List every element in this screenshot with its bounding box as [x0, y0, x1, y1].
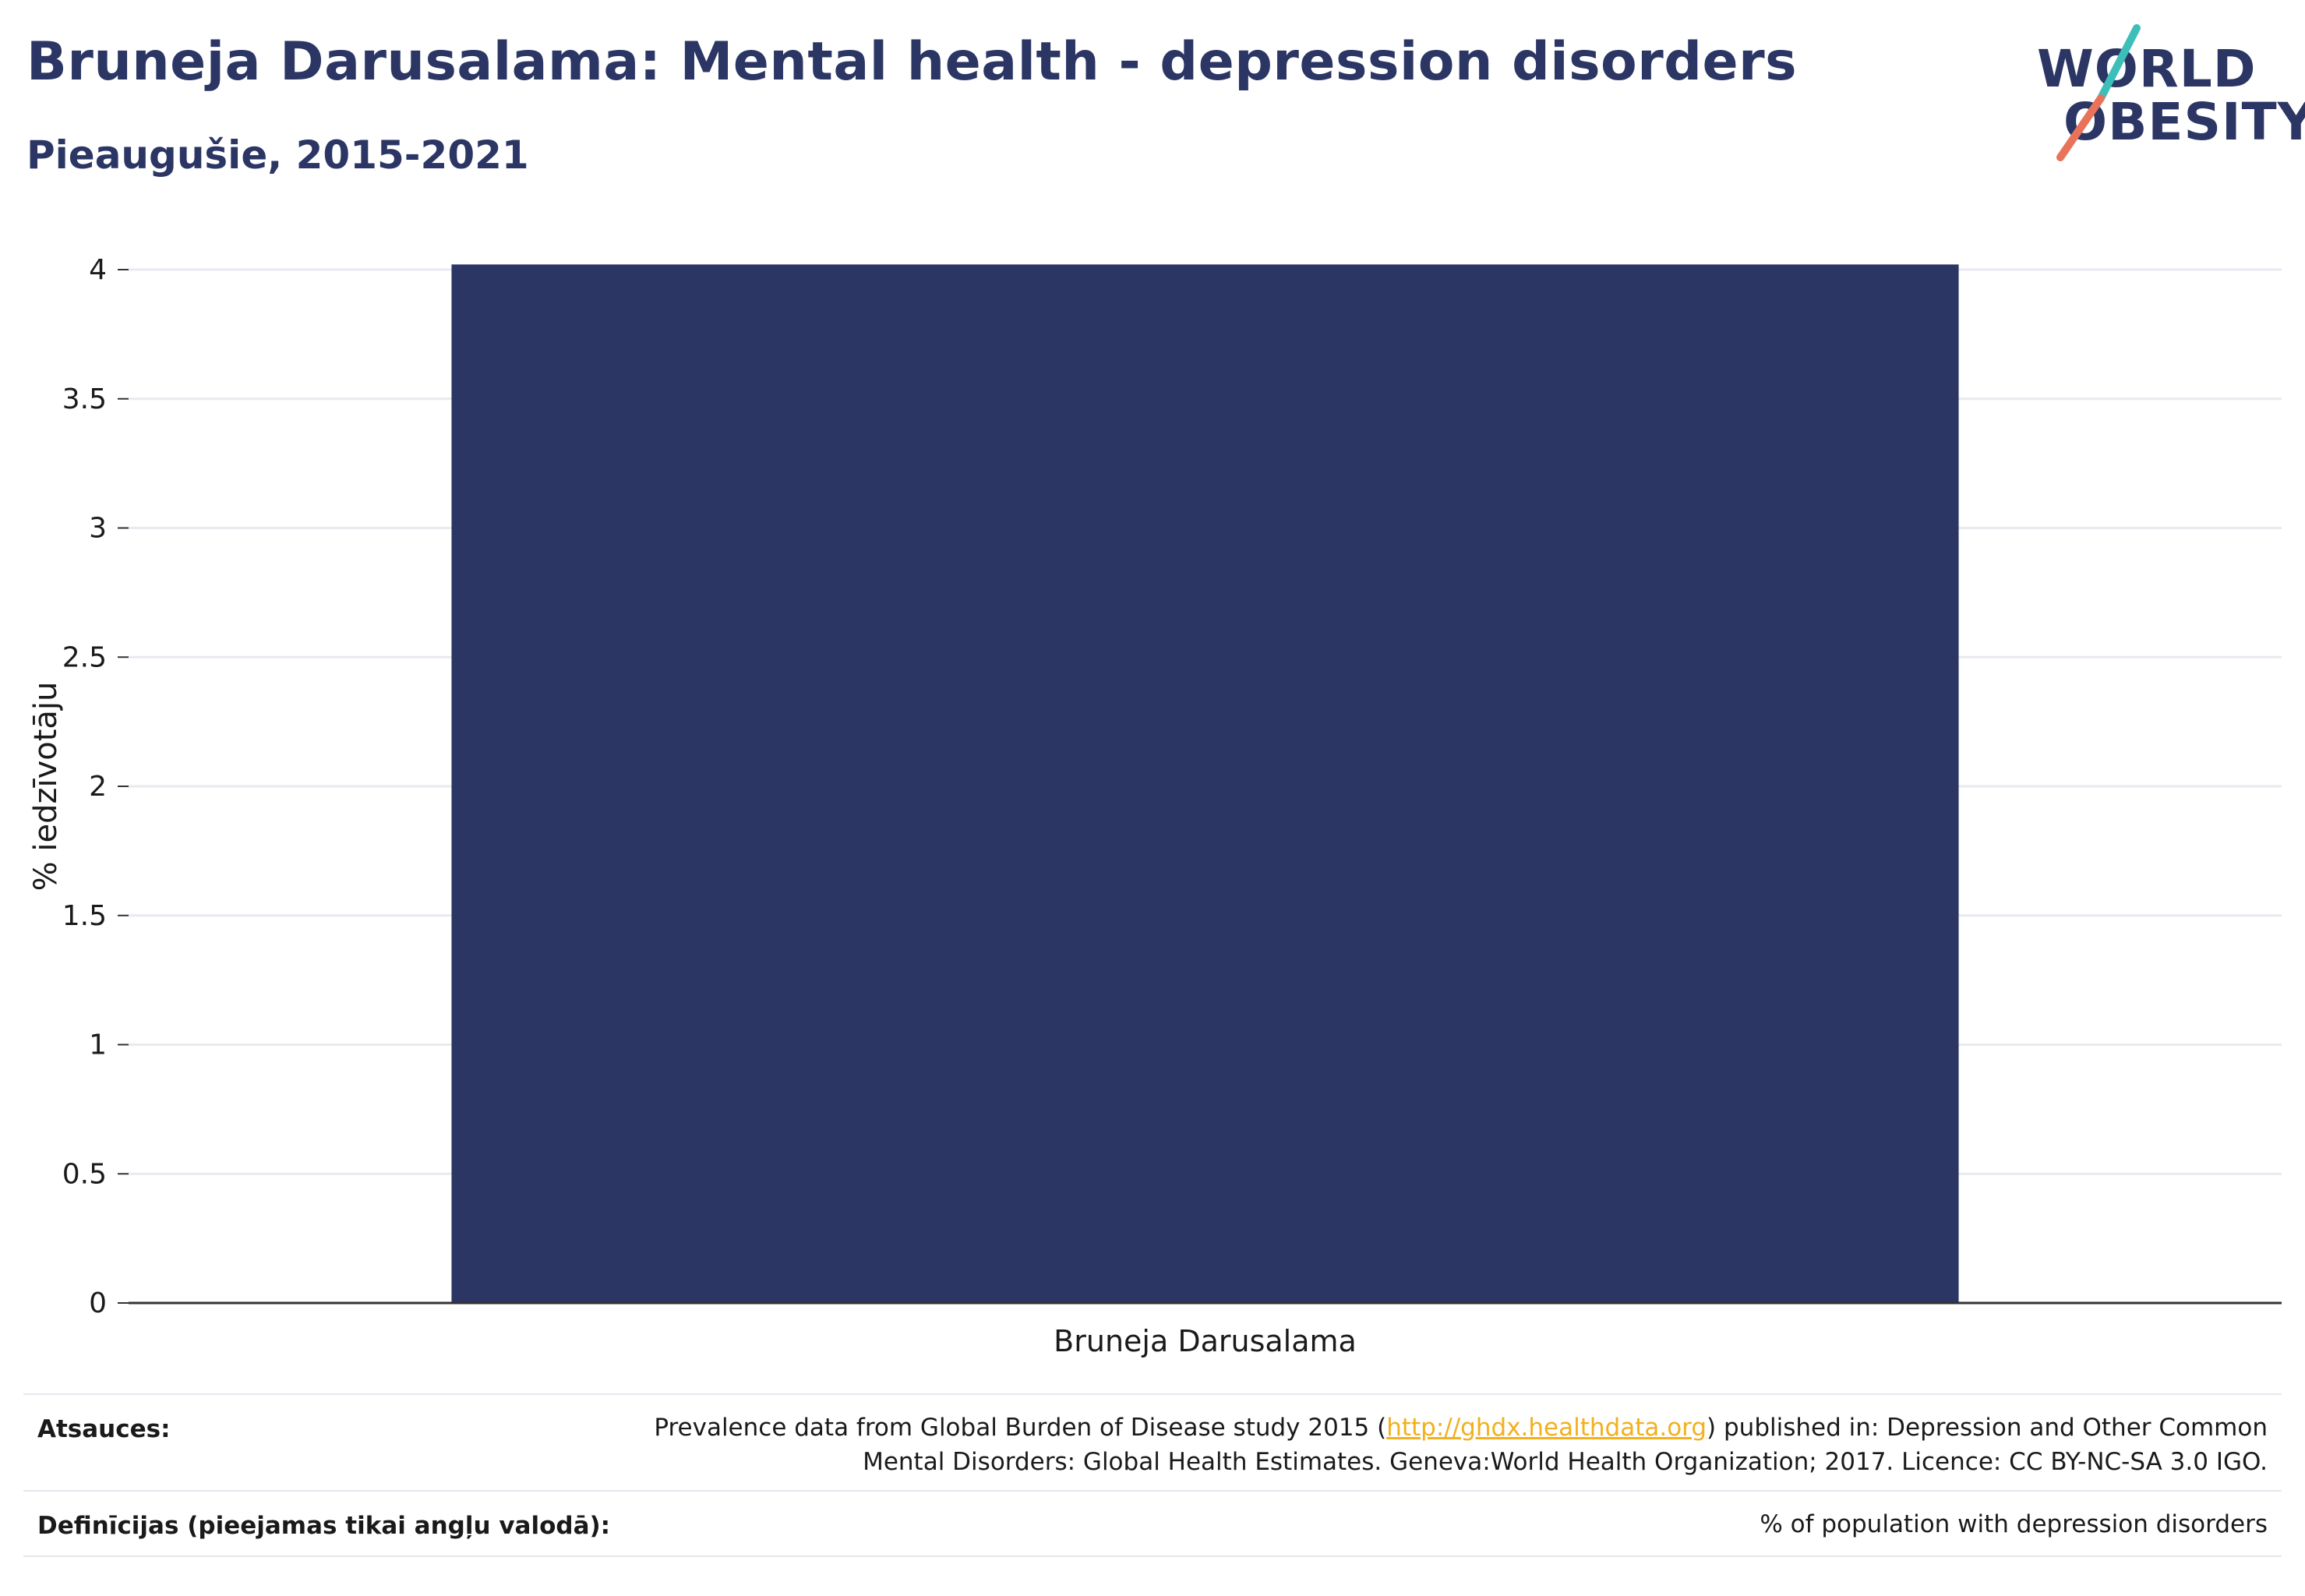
y-tick-label: 2.5 [62, 641, 107, 673]
logo-word-obesity: OBESITY [2063, 92, 2305, 152]
footer-divider-top [23, 1393, 2282, 1395]
y-tick-label: 0 [89, 1287, 107, 1319]
definitions-label: Definīcijas (pieejamas tikai angļu valod… [37, 1512, 611, 1540]
chart-title: Bruneja Darusalama: Mental health - depr… [26, 31, 1798, 93]
footer-divider-bottom [23, 1555, 2282, 1557]
y-tick-label: 0.5 [62, 1158, 107, 1190]
sources-text-line2: Mental Disorders: Global Health Estimate… [863, 1448, 2268, 1476]
x-tick-label: Bruneja Darusalama [1054, 1324, 1357, 1358]
sources-text-before: Prevalence data from Global Burden of Di… [654, 1414, 1387, 1442]
sources-link[interactable]: http://ghdx.healthdata.org [1386, 1414, 1707, 1442]
y-tick-label: 3 [89, 513, 107, 545]
y-tick-label: 3.5 [62, 383, 107, 415]
sources-label: Atsauces: [37, 1415, 171, 1443]
bar-chart: 0 0.5 1 1.5 2 2.5 3 3.5 4 Bruneja Darusalama % ied… [28, 254, 2282, 1358]
y-tick-label: 1 [89, 1029, 107, 1061]
y-tick-label: 2 [89, 771, 107, 803]
definitions-text: % of population with depression disorder… [1760, 1510, 2268, 1538]
y-axis-title: % iedzīvotāju [28, 682, 64, 892]
logo-slash-icon [2056, 24, 2141, 161]
bar-bruneja-darusalama [451, 264, 1959, 1303]
logo-word-world: WORLD [2037, 39, 2257, 99]
sources-text: Prevalence data from Global Burden of Di… [631, 1411, 2268, 1479]
chart-subtitle: Pieaugušie, 2015-2021 [26, 132, 529, 178]
world-obesity-logo[interactable]: WORLD OBESITY [2026, 16, 2305, 171]
sources-text-after: ) published in: Depression and Other Com… [1707, 1414, 2268, 1442]
footer-divider-middle [23, 1490, 2282, 1492]
y-tick-label: 1.5 [62, 900, 107, 932]
y-tick-label: 4 [89, 254, 107, 286]
